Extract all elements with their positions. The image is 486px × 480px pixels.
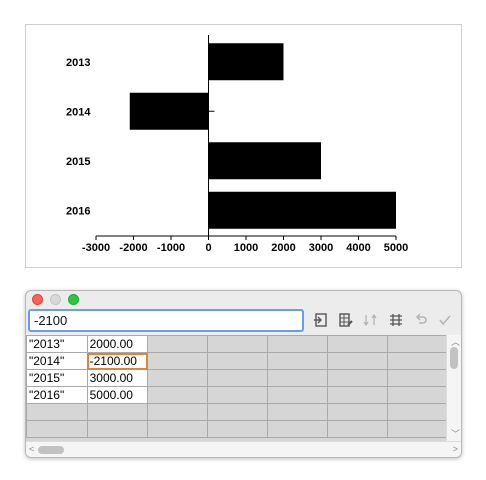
scroll-down-icon[interactable]: ﹀ bbox=[451, 429, 461, 439]
empty-cell[interactable] bbox=[327, 352, 389, 370]
empty-cell[interactable] bbox=[86, 403, 149, 421]
data-grid: "2013" 2000.00 "2014" -2100.00 "2015" 3000.00… bbox=[26, 335, 448, 442]
empty-cell[interactable] bbox=[267, 352, 329, 370]
minimize-window-button[interactable] bbox=[50, 294, 61, 305]
bar-2015 bbox=[208, 142, 321, 180]
horizontal-scroll-thumb[interactable] bbox=[38, 446, 64, 454]
horizontal-scrollbar[interactable]: < > bbox=[26, 441, 461, 457]
empty-cell[interactable] bbox=[207, 420, 269, 438]
value-cell[interactable]: 5000.00 bbox=[86, 386, 149, 404]
category-label-2014: 2014 bbox=[66, 106, 91, 118]
x-tick-label-1000: 1000 bbox=[234, 242, 258, 254]
empty-cell[interactable] bbox=[267, 369, 329, 387]
empty-cell[interactable] bbox=[147, 403, 209, 421]
import-data-icon[interactable] bbox=[312, 311, 330, 329]
vertical-scroll-thumb[interactable] bbox=[450, 347, 458, 369]
x-tick-label-4000: 4000 bbox=[346, 242, 370, 254]
table-row bbox=[26, 420, 448, 438]
empty-cell[interactable] bbox=[207, 369, 269, 387]
x-tick-label--3000: -3000 bbox=[82, 242, 110, 254]
empty-cell[interactable] bbox=[387, 420, 448, 438]
category-cell[interactable]: "2014" bbox=[26, 352, 88, 370]
scroll-right-icon[interactable]: > bbox=[452, 444, 458, 454]
empty-cell[interactable] bbox=[267, 420, 329, 438]
x-tick-label-3000: 3000 bbox=[309, 242, 333, 254]
data-sheet-window: "2013"2000.00"2014"-2100.00"2015"3000.00… bbox=[25, 290, 462, 458]
table-row: "2016" 5000.00 bbox=[26, 386, 448, 404]
bar-2014 bbox=[129, 92, 209, 130]
switch-rows-columns-icon[interactable] bbox=[361, 311, 379, 329]
close-window-button[interactable] bbox=[32, 294, 43, 305]
empty-cell[interactable] bbox=[86, 420, 149, 438]
empty-cell[interactable] bbox=[207, 335, 269, 353]
x-tick-label--2000: -2000 bbox=[119, 242, 147, 254]
bar-chart: 2013 2014 2015 2016 -3000 -2000 -1000 0 1000 2000… bbox=[66, 35, 408, 254]
empty-cell[interactable] bbox=[267, 335, 329, 353]
empty-cell[interactable] bbox=[267, 386, 329, 404]
empty-cell[interactable] bbox=[327, 420, 389, 438]
category-label-2016: 2016 bbox=[66, 205, 90, 217]
empty-cell[interactable] bbox=[327, 335, 389, 353]
empty-cell[interactable] bbox=[147, 352, 209, 370]
edit-table-icon[interactable] bbox=[337, 311, 355, 329]
x-tick-label-0: 0 bbox=[205, 242, 211, 254]
empty-cell[interactable] bbox=[387, 335, 448, 353]
empty-cell[interactable] bbox=[387, 352, 448, 370]
adjust-columns-icon[interactable] bbox=[387, 311, 405, 329]
value-cell[interactable]: 3000.00 bbox=[86, 369, 149, 387]
empty-cell[interactable] bbox=[387, 403, 448, 421]
vertical-scrollbar[interactable]: ︿ ﹀ bbox=[446, 335, 461, 442]
scroll-left-icon[interactable]: < bbox=[29, 444, 35, 454]
apply-icon[interactable] bbox=[436, 311, 454, 329]
undo-icon[interactable] bbox=[412, 311, 430, 329]
zoom-window-button[interactable] bbox=[68, 294, 79, 305]
empty-cell[interactable] bbox=[267, 403, 329, 421]
empty-cell[interactable] bbox=[387, 369, 448, 387]
empty-cell[interactable] bbox=[207, 403, 269, 421]
empty-cell[interactable] bbox=[147, 369, 209, 387]
empty-cell[interactable] bbox=[207, 352, 269, 370]
value-cell[interactable]: 2000.00 bbox=[86, 335, 149, 353]
x-tick-label-5000: 5000 bbox=[384, 242, 408, 254]
empty-cell[interactable] bbox=[147, 386, 209, 404]
table-row: "2014" -2100.00 bbox=[26, 352, 448, 370]
category-cell[interactable]: "2015" bbox=[26, 369, 88, 387]
category-cell[interactable]: "2016" bbox=[26, 386, 88, 404]
empty-cell[interactable] bbox=[26, 420, 88, 438]
empty-cell[interactable] bbox=[327, 386, 389, 404]
empty-cell[interactable] bbox=[207, 386, 269, 404]
bar-2016 bbox=[208, 191, 396, 229]
window-titlebar bbox=[26, 291, 461, 307]
x-tick-label--1000: -1000 bbox=[157, 242, 185, 254]
empty-cell[interactable] bbox=[147, 420, 209, 438]
bar-2013 bbox=[208, 43, 284, 81]
table-row: "2015" 3000.00 bbox=[26, 369, 448, 387]
value-cell[interactable]: -2100.00 bbox=[86, 352, 149, 370]
data-grid-table: "2013" 2000.00 "2014" -2100.00 "2015" 3000.00… bbox=[26, 335, 448, 438]
category-label-2015: 2015 bbox=[66, 156, 90, 168]
empty-cell[interactable] bbox=[147, 335, 209, 353]
cell-value-input[interactable] bbox=[28, 309, 304, 332]
empty-cell[interactable] bbox=[387, 386, 448, 404]
empty-cell[interactable] bbox=[327, 403, 389, 421]
x-tick-label-2000: 2000 bbox=[271, 242, 295, 254]
category-cell[interactable]: "2013" bbox=[26, 335, 88, 353]
table-row bbox=[26, 403, 448, 421]
scroll-up-icon[interactable]: ︿ bbox=[451, 337, 461, 347]
empty-cell[interactable] bbox=[327, 369, 389, 387]
sheet-toolbar bbox=[26, 308, 461, 334]
empty-cell[interactable] bbox=[26, 403, 88, 421]
table-row: "2013" 2000.00 bbox=[26, 335, 448, 353]
category-label-2013: 2013 bbox=[66, 57, 90, 69]
chart-panel: 2013 2014 2015 2016 -3000 -2000 -1000 0 1000 2000… bbox=[25, 24, 462, 268]
